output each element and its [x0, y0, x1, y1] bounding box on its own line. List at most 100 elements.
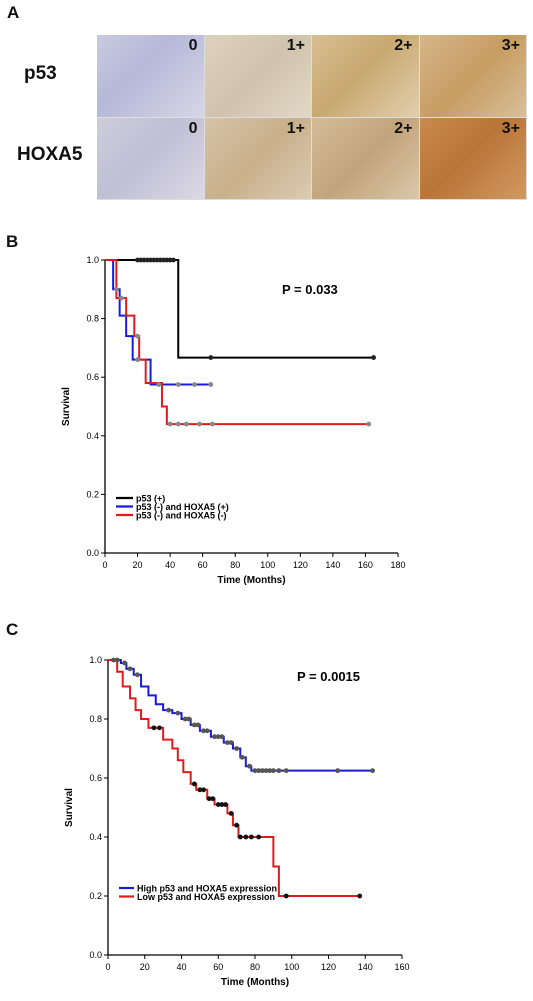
ihc-tile-p53-2: 2+ — [312, 35, 420, 118]
y-tick-label: 0.8 — [89, 714, 102, 724]
y-tick-label: 0.6 — [89, 773, 102, 783]
censor-mark-series-2 — [183, 421, 189, 427]
censor-mark-series-0 — [276, 768, 282, 774]
ihc-score-label: 0 — [188, 119, 198, 137]
x-tick-label: 60 — [198, 560, 208, 570]
censor-mark-series-1 — [357, 893, 363, 899]
censor-mark-series-2 — [210, 421, 215, 427]
censor-mark-series-1 — [192, 382, 197, 387]
x-tick-label: 0 — [105, 962, 110, 972]
censor-mark-series-1 — [151, 725, 157, 731]
censor-mark-series-1 — [210, 796, 216, 802]
censor-mark-series-1 — [228, 811, 234, 816]
censor-mark-series-0 — [247, 763, 252, 769]
censor-mark-series-0 — [111, 657, 116, 663]
censor-mark-series-0 — [270, 768, 276, 774]
censor-mark-series-0 — [335, 768, 341, 774]
censor-mark-series-2 — [197, 421, 202, 427]
ihc-score-label: 2+ — [394, 37, 413, 54]
censor-mark-series-0 — [283, 768, 289, 774]
x-tick-label: 100 — [284, 962, 299, 972]
y-tick-label: 0.8 — [86, 314, 99, 324]
y-tick-label: 0.2 — [89, 891, 102, 901]
censor-mark-series-0 — [212, 734, 217, 740]
censor-mark-series-2 — [366, 421, 372, 427]
x-tick-label: 160 — [394, 962, 409, 972]
p-value-annotation: P = 0.033 — [282, 282, 338, 297]
censor-mark-series-0 — [175, 710, 181, 716]
x-axis-label: Time (Months) — [217, 575, 285, 586]
ihc-tile-hoxa5-2: 2+ — [312, 117, 420, 200]
km-curve-series-1 — [105, 259, 211, 386]
censor-mark-series-1 — [157, 725, 162, 731]
y-tick-label: 0.4 — [86, 431, 99, 441]
x-tick-label: 140 — [325, 560, 340, 570]
y-tick-label: 1.0 — [89, 655, 102, 665]
censor-mark-series-0 — [204, 728, 210, 734]
row-label-hoxa5: HOXA5 — [17, 144, 83, 165]
censor-mark-series-1 — [156, 382, 162, 387]
censor-mark-series-1 — [206, 796, 212, 802]
x-tick-label: 0 — [102, 560, 107, 570]
censor-mark-series-1 — [234, 822, 240, 828]
ihc-score-label: 1+ — [286, 119, 305, 137]
censor-mark-series-0 — [191, 722, 197, 728]
censor-mark-series-1 — [135, 357, 140, 363]
x-tick-label: 80 — [230, 560, 240, 570]
censor-mark-series-1 — [256, 834, 262, 840]
censor-mark-series-0 — [135, 672, 140, 678]
y-tick-label: 1.0 — [86, 255, 99, 265]
censor-mark-series-1 — [201, 787, 206, 793]
censor-mark-series-2 — [135, 333, 140, 339]
panel-a-letter: A — [7, 3, 20, 22]
censor-mark-series-0 — [252, 768, 258, 774]
censor-mark-series-0 — [166, 707, 172, 713]
x-tick-label: 40 — [176, 962, 186, 972]
censor-mark-series-1 — [243, 834, 249, 840]
censor-mark-series-2 — [118, 295, 124, 301]
censor-mark-series-0 — [370, 768, 375, 774]
ihc-tile-p53-3: 3+ — [419, 35, 527, 118]
y-tick-label: 0.4 — [89, 832, 102, 842]
censor-mark-series-1 — [248, 834, 254, 840]
km-curve-series-0 — [108, 659, 375, 772]
panel-b-letter: B — [6, 232, 19, 251]
x-tick-label: 180 — [390, 560, 405, 570]
x-tick-label: 160 — [358, 560, 373, 570]
x-tick-label: 20 — [133, 560, 143, 570]
y-tick-label: 0.0 — [86, 548, 99, 558]
censor-mark-series-0 — [208, 355, 214, 360]
x-tick-label: 140 — [358, 962, 373, 972]
censor-mark-series-0 — [201, 728, 206, 734]
censor-mark-series-1 — [215, 802, 221, 807]
ihc-tile-hoxa5-0: 0 — [97, 117, 205, 200]
censor-mark-series-0 — [371, 355, 376, 360]
y-tick-label: 0.6 — [86, 372, 99, 382]
censor-mark-series-0 — [228, 740, 234, 745]
censor-mark-series-0 — [263, 768, 269, 774]
x-tick-label: 40 — [165, 560, 175, 570]
row-label-p53: p53 — [24, 63, 57, 84]
censor-mark-series-0 — [215, 734, 221, 740]
censor-mark-series-1 — [283, 893, 289, 899]
legend-label-0: p53 (+) — [136, 494, 165, 504]
censor-mark-series-0 — [219, 734, 225, 740]
legend-label-1: Low p53 and HOXA5 expression — [137, 892, 275, 902]
censor-mark-series-0 — [259, 768, 265, 774]
censor-mark-series-0 — [256, 768, 262, 774]
censor-mark-series-1 — [197, 787, 203, 793]
censor-mark-series-0 — [267, 768, 273, 774]
censor-mark-series-0 — [122, 660, 127, 666]
censor-mark-series-1 — [191, 781, 197, 787]
ihc-tile-hoxa5-3: 3+ — [419, 117, 527, 200]
km-curve-series-0 — [105, 259, 374, 359]
censor-mark-series-2 — [167, 421, 173, 427]
ihc-score-label: 2+ — [394, 119, 413, 137]
y-tick-label: 0.2 — [86, 489, 99, 499]
censor-mark-series-0 — [234, 746, 240, 751]
x-tick-label: 120 — [293, 560, 308, 570]
x-tick-label: 20 — [140, 962, 150, 972]
censor-mark-series-1 — [175, 382, 181, 387]
censor-mark-series-2 — [175, 421, 181, 427]
x-tick-label: 100 — [260, 560, 275, 570]
